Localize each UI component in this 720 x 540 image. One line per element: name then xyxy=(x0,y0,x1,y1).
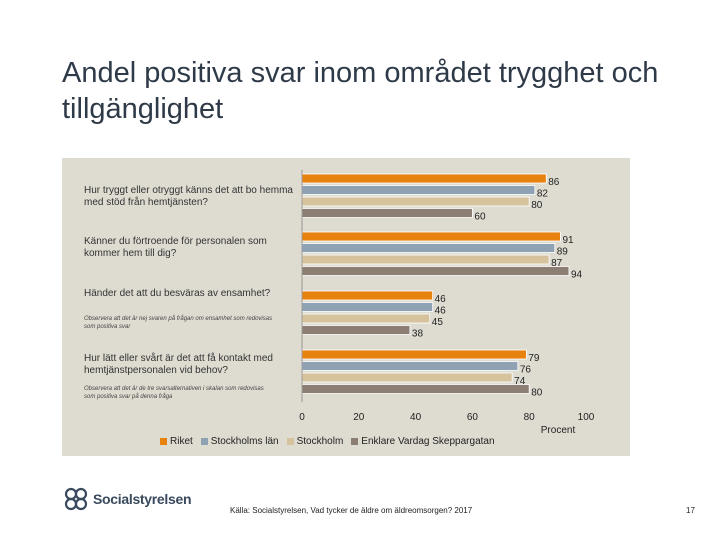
logo-text: Socialstyrelsen xyxy=(93,491,192,507)
x-tick-0: 0 xyxy=(299,412,305,423)
bar-q4-stockholms-l-n xyxy=(301,361,519,371)
bar-q1-stockholm xyxy=(301,196,530,207)
legend-swatch xyxy=(286,438,294,445)
bar-q1-riket xyxy=(301,173,547,184)
bar-q2-stockholm xyxy=(301,254,550,265)
value-label-q1-stockholms-l-n: 82 xyxy=(537,189,549,200)
bar-q3-riket xyxy=(301,290,434,301)
value-label-q1-enklare-vardag-skeppargatan: 60 xyxy=(474,212,486,223)
value-label-q4-riket: 79 xyxy=(528,353,540,364)
value-label-q3-stockholm: 45 xyxy=(432,317,444,328)
page-number: 17 xyxy=(686,506,695,515)
bar-q3-enklare-vardag-skeppargatan xyxy=(301,325,411,335)
legend-label: Riket xyxy=(170,436,193,447)
legend-label: Stockholm xyxy=(296,436,344,447)
bar-q4-riket xyxy=(301,349,527,360)
x-tick-100: 100 xyxy=(578,412,595,423)
legend: Riket Stockholms län Stockholm Enklare V… xyxy=(160,436,495,447)
x-tick-60: 60 xyxy=(467,412,479,423)
x-tick-80: 80 xyxy=(524,412,536,423)
bar-q4-enklare-vardag-skeppargatan xyxy=(301,384,530,394)
value-label-q2-stockholms-l-n: 89 xyxy=(557,247,569,258)
value-label-q4-enklare-vardag-skeppargatan: 80 xyxy=(531,388,543,399)
question-label-4: Hur lätt eller svårt är det att få konta… xyxy=(84,353,273,376)
value-label-q3-stockholms-l-n: 46 xyxy=(435,306,447,317)
value-label-q3-enklare-vardag-skeppargatan: 38 xyxy=(412,329,424,340)
legend-label: Enklare Vardag Skeppargatan xyxy=(361,436,495,447)
legend-swatch xyxy=(160,438,167,445)
bar-q2-enklare-vardag-skeppargatan xyxy=(301,266,570,276)
x-tick-40: 40 xyxy=(410,412,422,423)
value-label-q2-stockholm: 87 xyxy=(551,258,563,269)
bar-q3-stockholm xyxy=(301,313,431,324)
legend-item-enklare-vardag: Enklare Vardag Skeppargatan xyxy=(351,436,495,447)
value-label-q1-riket: 86 xyxy=(548,177,560,188)
source-citation: Källa: Socialstyrelsen, Vad tycker de äl… xyxy=(230,506,473,515)
legend-label: Stockholms län xyxy=(210,436,279,447)
legend-item-riket: Riket xyxy=(160,436,193,447)
value-label-q3-riket: 46 xyxy=(435,294,447,305)
x-axis-label: Procent xyxy=(541,425,576,436)
question-label-1: Hur tryggt eller otryggt känns det att b… xyxy=(84,185,293,208)
question-note-3: Observera att det är nej svaren på fråga… xyxy=(84,316,273,330)
bar-q2-stockholms-l-n xyxy=(301,243,556,253)
bar-q1-enklare-vardag-skeppargatan xyxy=(301,208,473,218)
question-label-3: Händer det att du besväras av ensamhet? xyxy=(84,288,271,299)
question-label-2: Känner du förtroende för personalen som … xyxy=(84,236,267,259)
bar-q3-stockholms-l-n xyxy=(301,302,434,312)
bar-q1-stockholms-l-n xyxy=(301,185,536,195)
slide-title: Andel positiva svar inom området trygghe… xyxy=(62,57,659,125)
bar-q4-stockholm xyxy=(301,372,513,383)
value-label-q4-stockholms-l-n: 76 xyxy=(520,365,532,376)
legend-swatch xyxy=(200,438,208,445)
legend-swatch xyxy=(351,438,359,445)
value-label-q4-stockholm: 74 xyxy=(514,376,526,387)
bar-q2-riket xyxy=(301,231,561,242)
question-note-4: Observera att det är de tre svarsalterna… xyxy=(84,386,264,400)
socialstyrelsen-logo: Socialstyrelsen xyxy=(63,487,192,511)
value-label-q1-stockholm: 80 xyxy=(531,200,543,211)
x-tick-20: 20 xyxy=(353,412,365,423)
logo-icon xyxy=(64,487,88,511)
value-label-q2-enklare-vardag-skeppargatan: 94 xyxy=(571,270,583,281)
value-label-q2-riket: 91 xyxy=(562,235,574,246)
legend-item-stockholm: Stockholm xyxy=(286,436,344,447)
legend-item-stockholms-lan: Stockholms län xyxy=(200,436,279,447)
